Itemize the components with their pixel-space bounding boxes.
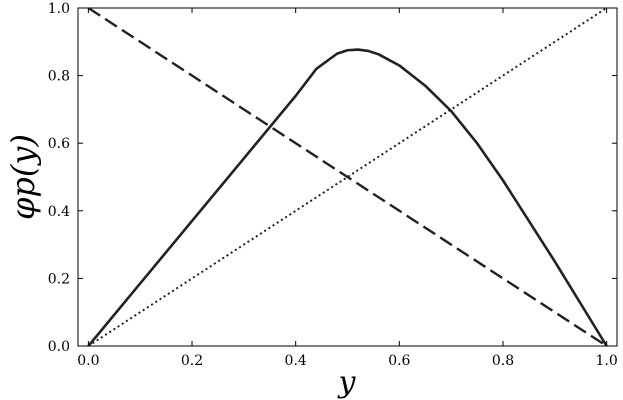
x-tick-label: 1.0 <box>596 353 618 369</box>
y-tick-label: 0.4 <box>48 204 70 220</box>
ticks-layer: 0.0 0.2 0.4 0.6 0.8 1.0 0.0 0.2 0.4 0.6 0.8 1.0 <box>48 1 618 369</box>
y-tick-label: 0.6 <box>48 136 70 152</box>
y-tick-label: 0.2 <box>48 271 70 287</box>
series-line-solid <box>87 48 608 347</box>
x-tick-label: 0.8 <box>492 353 514 369</box>
series-layer <box>87 6 608 348</box>
y-axis-title: φp(y) <box>4 134 42 220</box>
x-tick-label: 0.6 <box>388 353 410 369</box>
x-axis-title: y <box>337 365 357 400</box>
y-tick-label: 1.0 <box>48 1 70 17</box>
plot-frame <box>77 7 618 347</box>
y-tick-label: 0.0 <box>48 339 70 355</box>
y-tick-label: 0.8 <box>48 69 70 85</box>
series-line-dashed <box>87 6 608 348</box>
x-tick-label: 0.4 <box>285 353 307 369</box>
x-tick-label: 0.2 <box>181 353 203 369</box>
x-tick-label: 0.0 <box>77 353 99 369</box>
series-line-dotted <box>87 7 608 347</box>
